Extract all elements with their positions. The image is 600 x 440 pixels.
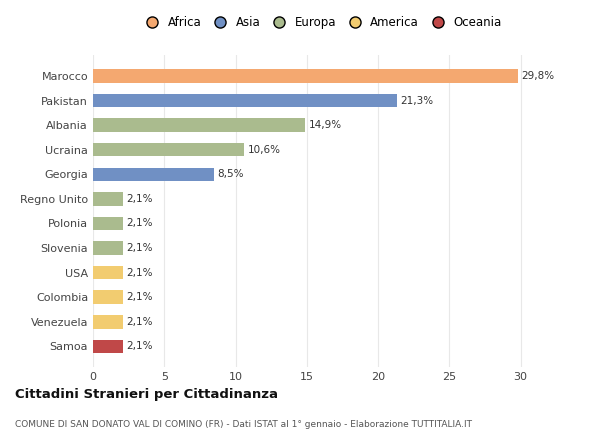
Text: 2,1%: 2,1% bbox=[127, 341, 153, 352]
Text: 2,1%: 2,1% bbox=[127, 268, 153, 278]
Text: 2,1%: 2,1% bbox=[127, 317, 153, 327]
Text: 2,1%: 2,1% bbox=[127, 292, 153, 302]
Text: 10,6%: 10,6% bbox=[248, 145, 281, 155]
Text: COMUNE DI SAN DONATO VAL DI COMINO (FR) - Dati ISTAT al 1° gennaio - Elaborazion: COMUNE DI SAN DONATO VAL DI COMINO (FR) … bbox=[15, 420, 472, 429]
Text: 2,1%: 2,1% bbox=[127, 243, 153, 253]
Bar bbox=[93, 168, 214, 181]
Bar bbox=[93, 315, 123, 329]
Bar bbox=[93, 340, 123, 353]
Bar bbox=[93, 290, 123, 304]
Text: 29,8%: 29,8% bbox=[521, 71, 554, 81]
Text: 14,9%: 14,9% bbox=[309, 120, 342, 130]
Bar bbox=[93, 69, 518, 83]
Text: 8,5%: 8,5% bbox=[218, 169, 244, 180]
Text: 2,1%: 2,1% bbox=[127, 219, 153, 228]
Legend: Africa, Asia, Europa, America, Oceania: Africa, Asia, Europa, America, Oceania bbox=[136, 11, 506, 33]
Bar bbox=[93, 266, 123, 279]
Bar bbox=[93, 118, 305, 132]
Bar bbox=[93, 143, 244, 157]
Bar bbox=[93, 241, 123, 255]
Bar bbox=[93, 217, 123, 230]
Bar bbox=[93, 94, 397, 107]
Text: Cittadini Stranieri per Cittadinanza: Cittadini Stranieri per Cittadinanza bbox=[15, 388, 278, 401]
Bar bbox=[93, 192, 123, 205]
Text: 2,1%: 2,1% bbox=[127, 194, 153, 204]
Text: 21,3%: 21,3% bbox=[400, 95, 433, 106]
